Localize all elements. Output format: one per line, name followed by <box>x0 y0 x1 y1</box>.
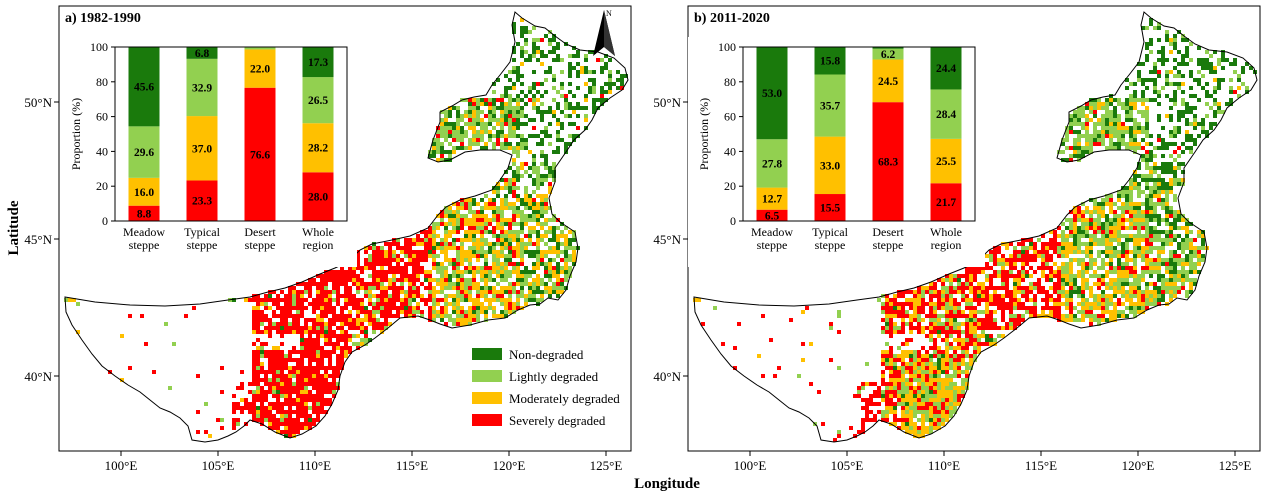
inset-category-label: Typical <box>184 225 220 239</box>
inset-bar-value-label: 35.7 <box>820 101 840 113</box>
inset-bar-value-label: 6.8 <box>195 48 210 60</box>
inset-bar-value-label: 16.0 <box>134 187 154 199</box>
inset-y-axis-label: Proportion (%) <box>69 98 83 170</box>
lat-tick-label: 45°N <box>24 232 52 247</box>
inset-bar-value-label: 27.8 <box>762 158 782 170</box>
inset-y-tick-label: 20 <box>96 179 108 193</box>
lat-tick-label: 40°N <box>653 369 681 384</box>
inset-y-tick-label: 0 <box>730 214 736 228</box>
inset-y-tick-label: 60 <box>724 110 736 124</box>
lon-tick-label: 100°E <box>734 458 767 473</box>
inset-bar-value-label: 12.7 <box>762 194 782 206</box>
inset-category-label: steppe <box>245 238 276 252</box>
inset-category-label: Meadow <box>751 225 793 239</box>
inset-y-axis-label: Proportion (%) <box>697 98 711 170</box>
lat-tick-label: 40°N <box>24 369 52 384</box>
y-axis-title: Latitude <box>6 200 22 255</box>
inset-category-label: Whole <box>930 225 962 239</box>
lon-tick-label: 115°E <box>1025 458 1057 473</box>
inset-y-tick-label: 80 <box>724 75 736 89</box>
lon-tick-label: 115°E <box>396 458 428 473</box>
inset-bar-value-label: 33.0 <box>820 160 840 172</box>
panel-b: b) 2011-2020 0 20 40 60 80 100 Proportion (%) 6… <box>688 6 1260 451</box>
lon-tick-label: 125°E <box>590 458 623 473</box>
inset-bar-value-label: 23.3 <box>192 196 212 208</box>
inset-bar-value-label: 53.0 <box>762 88 782 100</box>
inset-bar-value-label: 22.0 <box>250 64 270 76</box>
legend-label: Moderately degraded <box>509 391 620 406</box>
legend-swatch <box>472 392 502 404</box>
x-axis-title: Longitude <box>634 476 700 492</box>
legend-label: Lightly degraded <box>509 369 599 384</box>
lon-tick-label: 110°E <box>928 458 960 473</box>
inset-category-label: steppe <box>757 238 788 252</box>
lat-tick-label: 50°N <box>653 95 681 110</box>
inset-bar-value-label: 15.5 <box>820 203 840 215</box>
inset-bar-value-label: 28.2 <box>308 143 328 155</box>
lon-tick-label: 110°E <box>299 458 331 473</box>
inset-y-tick-label: 60 <box>96 110 108 124</box>
inset-category-label: steppe <box>187 238 218 252</box>
panel-b-title: b) 2011-2020 <box>694 11 770 26</box>
inset-bar-value-label: 28.4 <box>936 109 956 121</box>
legend-swatch <box>472 414 502 426</box>
lat-tick-label: 50°N <box>24 95 52 110</box>
inset-bar-value-label: 8.8 <box>137 208 152 220</box>
inset-category-label: Whole <box>302 225 334 239</box>
inset-category-label: Typical <box>812 225 848 239</box>
panel-a-title: a) 1982-1990 <box>65 11 141 26</box>
inset-bar-value-label: 15.8 <box>820 56 840 68</box>
inset-category-label: steppe <box>815 238 846 252</box>
inset-category-label: region <box>303 238 334 252</box>
inset-category-label: Desert <box>244 225 276 239</box>
panel-a-inset-chart: 0 20 40 60 80 100 Proportion (%) 8.8 16.0 29.6 45.… <box>60 37 357 267</box>
inset-y-tick-label: 100 <box>90 40 108 54</box>
inset-bar-value-label: 21.7 <box>936 197 956 209</box>
legend-label: Non-degraded <box>509 347 584 362</box>
inset-bar-value-label: 29.6 <box>134 147 154 159</box>
inset-bar-value-label: 28.0 <box>308 192 328 204</box>
inset-bar-value-label: 68.3 <box>878 157 898 169</box>
legend-swatch <box>472 370 502 382</box>
lat-tick-label: 45°N <box>653 232 681 247</box>
legend-label: Severely degraded <box>509 413 606 428</box>
inset-category-label: steppe <box>129 238 160 252</box>
inset-bar-value-label: 25.5 <box>936 156 956 168</box>
lon-tick-label: 100°E <box>105 458 138 473</box>
inset-y-tick-label: 100 <box>718 40 736 54</box>
inset-category-label: region <box>931 238 962 252</box>
lon-tick-label: 120°E <box>493 458 526 473</box>
inset-y-tick-label: 0 <box>102 214 108 228</box>
inset-y-tick-label: 40 <box>724 144 736 158</box>
inset-bar-value-label: 24.5 <box>878 76 898 88</box>
panel-a: a) 1982-1990 N 0 20 40 60 80 100 Proportion (%… <box>59 6 631 451</box>
inset-bar-value-label: 24.4 <box>936 63 956 75</box>
inset-category-label: steppe <box>873 238 904 252</box>
legend-swatch <box>472 348 502 360</box>
inset-y-tick-label: 20 <box>724 179 736 193</box>
inset-bar-value-label: 17.3 <box>308 57 328 69</box>
inset-bar-value-label: 26.5 <box>308 95 328 107</box>
inset-bar-value-label: 6.2 <box>881 49 896 61</box>
inset-y-tick-label: 80 <box>96 75 108 89</box>
lon-tick-label: 105°E <box>831 458 864 473</box>
lon-tick-label: 105°E <box>202 458 235 473</box>
inset-category-label: Meadow <box>123 225 165 239</box>
lon-tick-label: 120°E <box>1122 458 1155 473</box>
inset-category-label: Desert <box>872 225 904 239</box>
inset-bar-value-label: 45.6 <box>134 82 154 94</box>
inset-bar-value-label: 76.6 <box>250 149 270 161</box>
lon-tick-label: 125°E <box>1219 458 1252 473</box>
inset-bar-value-label: 32.9 <box>192 82 212 94</box>
svg-text:N: N <box>606 9 612 18</box>
inset-bar-value-label: 37.0 <box>192 143 212 155</box>
inset-y-tick-label: 40 <box>96 144 108 158</box>
